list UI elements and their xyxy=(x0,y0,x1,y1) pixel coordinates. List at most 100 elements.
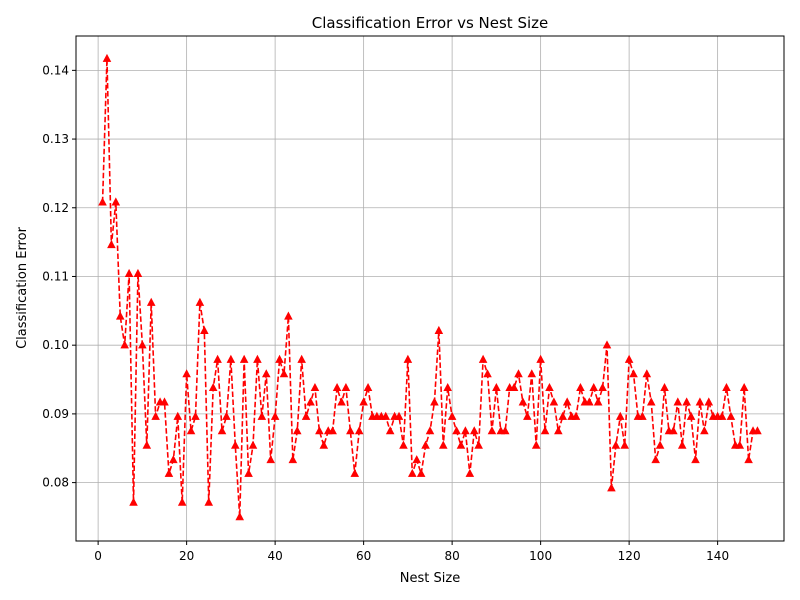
data-point-marker xyxy=(452,426,461,435)
data-point-marker xyxy=(646,397,656,406)
y-tick-label: 0.08 xyxy=(42,476,69,490)
data-point-marker xyxy=(138,340,147,349)
data-point-marker xyxy=(408,468,417,477)
data-point-marker xyxy=(523,411,532,420)
data-point-marker xyxy=(620,440,629,449)
data-point-marker xyxy=(133,268,143,277)
data-point-marker xyxy=(146,297,156,306)
data-point-marker xyxy=(306,397,315,406)
data-point-marker xyxy=(669,426,678,435)
data-point-marker xyxy=(173,411,183,420)
data-point-marker xyxy=(115,311,125,320)
data-point-marker xyxy=(629,369,638,378)
data-point-marker xyxy=(638,411,647,420)
y-tick-label: 0.13 xyxy=(42,132,69,146)
data-point-marker xyxy=(487,426,497,435)
data-point-marker xyxy=(483,369,492,378)
data-point-marker xyxy=(474,440,483,449)
data-point-marker xyxy=(239,354,249,363)
data-point-marker xyxy=(350,468,360,477)
x-axis-label: Nest Size xyxy=(400,571,460,586)
data-point-marker xyxy=(416,468,426,477)
data-point-marker xyxy=(261,369,271,378)
data-point-marker xyxy=(624,354,634,363)
data-point-marker xyxy=(576,382,585,392)
data-point-marker xyxy=(244,468,253,477)
data-point-marker xyxy=(385,426,395,435)
data-point-marker xyxy=(253,354,262,363)
data-point-marker xyxy=(554,426,563,435)
data-point-marker xyxy=(164,468,174,477)
data-point-marker xyxy=(492,382,501,392)
y-tick-label: 0.10 xyxy=(42,338,69,352)
data-point-marker xyxy=(217,426,227,435)
data-point-marker xyxy=(403,354,413,363)
data-point-marker xyxy=(257,411,267,420)
data-point-marker xyxy=(292,426,302,435)
data-point-marker xyxy=(363,382,373,392)
data-point-marker xyxy=(315,426,324,435)
data-point-marker xyxy=(753,426,762,435)
data-point-marker xyxy=(691,455,700,464)
data-point-marker xyxy=(266,455,275,464)
y-tick-label: 0.11 xyxy=(42,269,69,283)
data-point-marker xyxy=(540,426,550,435)
data-point-marker xyxy=(430,397,439,406)
data-point-marker xyxy=(602,340,612,349)
data-point-marker xyxy=(465,468,475,477)
data-point-marker xyxy=(682,397,691,406)
data-point-marker xyxy=(461,426,470,435)
data-point-marker xyxy=(191,411,200,420)
y-tick-label: 0.14 xyxy=(42,63,69,77)
data-point-marker xyxy=(611,440,621,449)
axes-frame xyxy=(75,35,785,542)
data-point-marker xyxy=(589,382,599,392)
data-point-marker xyxy=(585,397,594,406)
data-point-marker xyxy=(615,411,625,420)
x-tick-label: 20 xyxy=(179,549,194,563)
data-point-marker xyxy=(169,455,178,464)
data-point-marker xyxy=(120,340,129,349)
data-point-marker xyxy=(443,382,452,392)
data-point-marker xyxy=(456,440,466,449)
data-point-marker xyxy=(195,297,205,306)
chart-title: Classification Error vs Nest Size xyxy=(312,14,549,32)
data-point-marker xyxy=(642,369,652,378)
data-point-marker xyxy=(593,397,603,406)
data-point-marker xyxy=(399,440,408,449)
data-point-marker xyxy=(204,497,214,506)
x-tick-label: 140 xyxy=(706,549,729,563)
data-point-marker xyxy=(142,440,152,449)
data-point-marker xyxy=(469,426,479,435)
data-point-marker xyxy=(297,354,306,363)
data-point-marker xyxy=(226,354,236,363)
x-tick-label: 100 xyxy=(529,549,552,563)
x-tick-label: 80 xyxy=(444,549,459,563)
data-point-marker xyxy=(186,426,196,435)
x-tick-label: 60 xyxy=(356,549,371,563)
data-point-marker xyxy=(438,440,448,449)
data-point-marker xyxy=(354,426,364,435)
data-point-marker xyxy=(509,382,519,392)
y-tick-label: 0.12 xyxy=(42,201,69,215)
data-point-marker xyxy=(518,397,528,406)
data-point-marker xyxy=(704,397,714,406)
data-point-marker xyxy=(549,397,559,406)
data-point-marker xyxy=(500,426,510,435)
data-point-marker xyxy=(381,411,391,420)
data-point-marker xyxy=(686,411,696,420)
data-point-marker xyxy=(319,440,329,449)
plot-area xyxy=(98,53,762,521)
x-axis: 0 20 40 60 80 100 120 140 xyxy=(94,541,729,563)
data-point-marker xyxy=(231,440,240,449)
grid xyxy=(76,36,784,541)
data-point-marker xyxy=(332,382,342,392)
data-point-marker xyxy=(655,440,665,449)
data-point-marker xyxy=(735,440,745,449)
data-point-marker xyxy=(478,354,488,363)
data-point-marker xyxy=(275,354,284,363)
data-point-marker xyxy=(412,455,422,464)
y-axis: 0.08 0.09 0.10 0.11 0.12 0.13 0.14 xyxy=(42,63,76,490)
data-point-marker xyxy=(717,411,727,420)
